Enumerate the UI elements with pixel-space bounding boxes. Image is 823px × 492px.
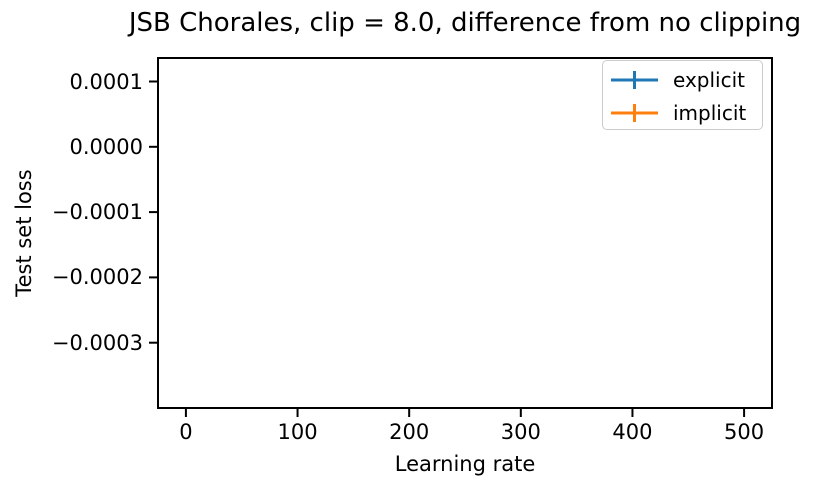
y-tick-label: −0.0001 [51, 200, 143, 225]
x-axis-label: Learning rate [394, 452, 536, 476]
y-tick-label: −0.0002 [51, 265, 143, 290]
x-tick-label: 200 [389, 420, 430, 444]
x-tick-label: 0 [179, 420, 193, 444]
errorbar-marker-icon [611, 70, 658, 89]
chart-title: JSB Chorales, clip = 8.0, difference fro… [128, 8, 802, 38]
y-tick-label: 0.0000 [69, 134, 143, 159]
y-axis-label: Test set loss [12, 169, 36, 297]
y-tick-label: 0.0001 [69, 69, 143, 94]
legend-label: explicit [673, 67, 745, 92]
x-tick-label: 100 [277, 420, 318, 444]
x-tick-label: 400 [612, 420, 653, 444]
legend-entry-implicit: implicit [610, 96, 762, 129]
legend-entry-explicit: explicit [610, 63, 762, 96]
x-tick-label: 500 [724, 420, 765, 444]
x-tick-label: 300 [500, 420, 541, 444]
errorbar-marker-icon [611, 103, 658, 122]
y-tick-label: −0.0003 [51, 330, 143, 355]
legend-label: implicit [673, 100, 747, 125]
legend: explicit implicit [602, 60, 763, 130]
